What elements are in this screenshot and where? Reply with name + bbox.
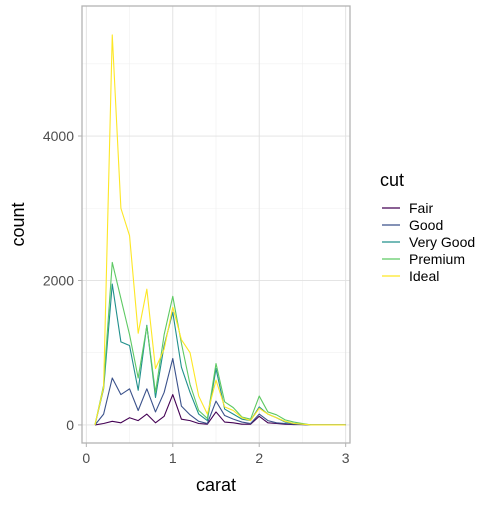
legend-label-ideal: Ideal xyxy=(409,268,439,284)
major-gridlines xyxy=(82,6,350,443)
legend-label-very-good: Very Good xyxy=(409,234,475,250)
x-tick-label: 3 xyxy=(342,450,350,466)
y-axis: 0 2000 4000 xyxy=(43,128,82,433)
x-tick-label: 0 xyxy=(82,450,90,466)
legend-label-fair: Fair xyxy=(409,200,433,216)
y-tick-label: 2000 xyxy=(43,272,74,288)
x-axis-label: carat xyxy=(196,475,236,495)
x-axis: 0 1 2 3 xyxy=(82,443,350,466)
series-lines xyxy=(94,34,346,426)
series-line-ideal xyxy=(94,34,346,426)
x-tick-label: 1 xyxy=(169,450,177,466)
plot-border xyxy=(81,5,351,444)
y-axis-label: count xyxy=(8,202,28,246)
legend-label-premium: Premium xyxy=(409,251,465,267)
series-line-premium xyxy=(94,261,346,426)
legend-title: cut xyxy=(380,170,404,190)
legend-label-good: Good xyxy=(409,217,443,233)
y-tick-label: 0 xyxy=(66,417,74,433)
x-tick-label: 2 xyxy=(255,450,263,466)
y-tick-label: 4000 xyxy=(43,128,74,144)
